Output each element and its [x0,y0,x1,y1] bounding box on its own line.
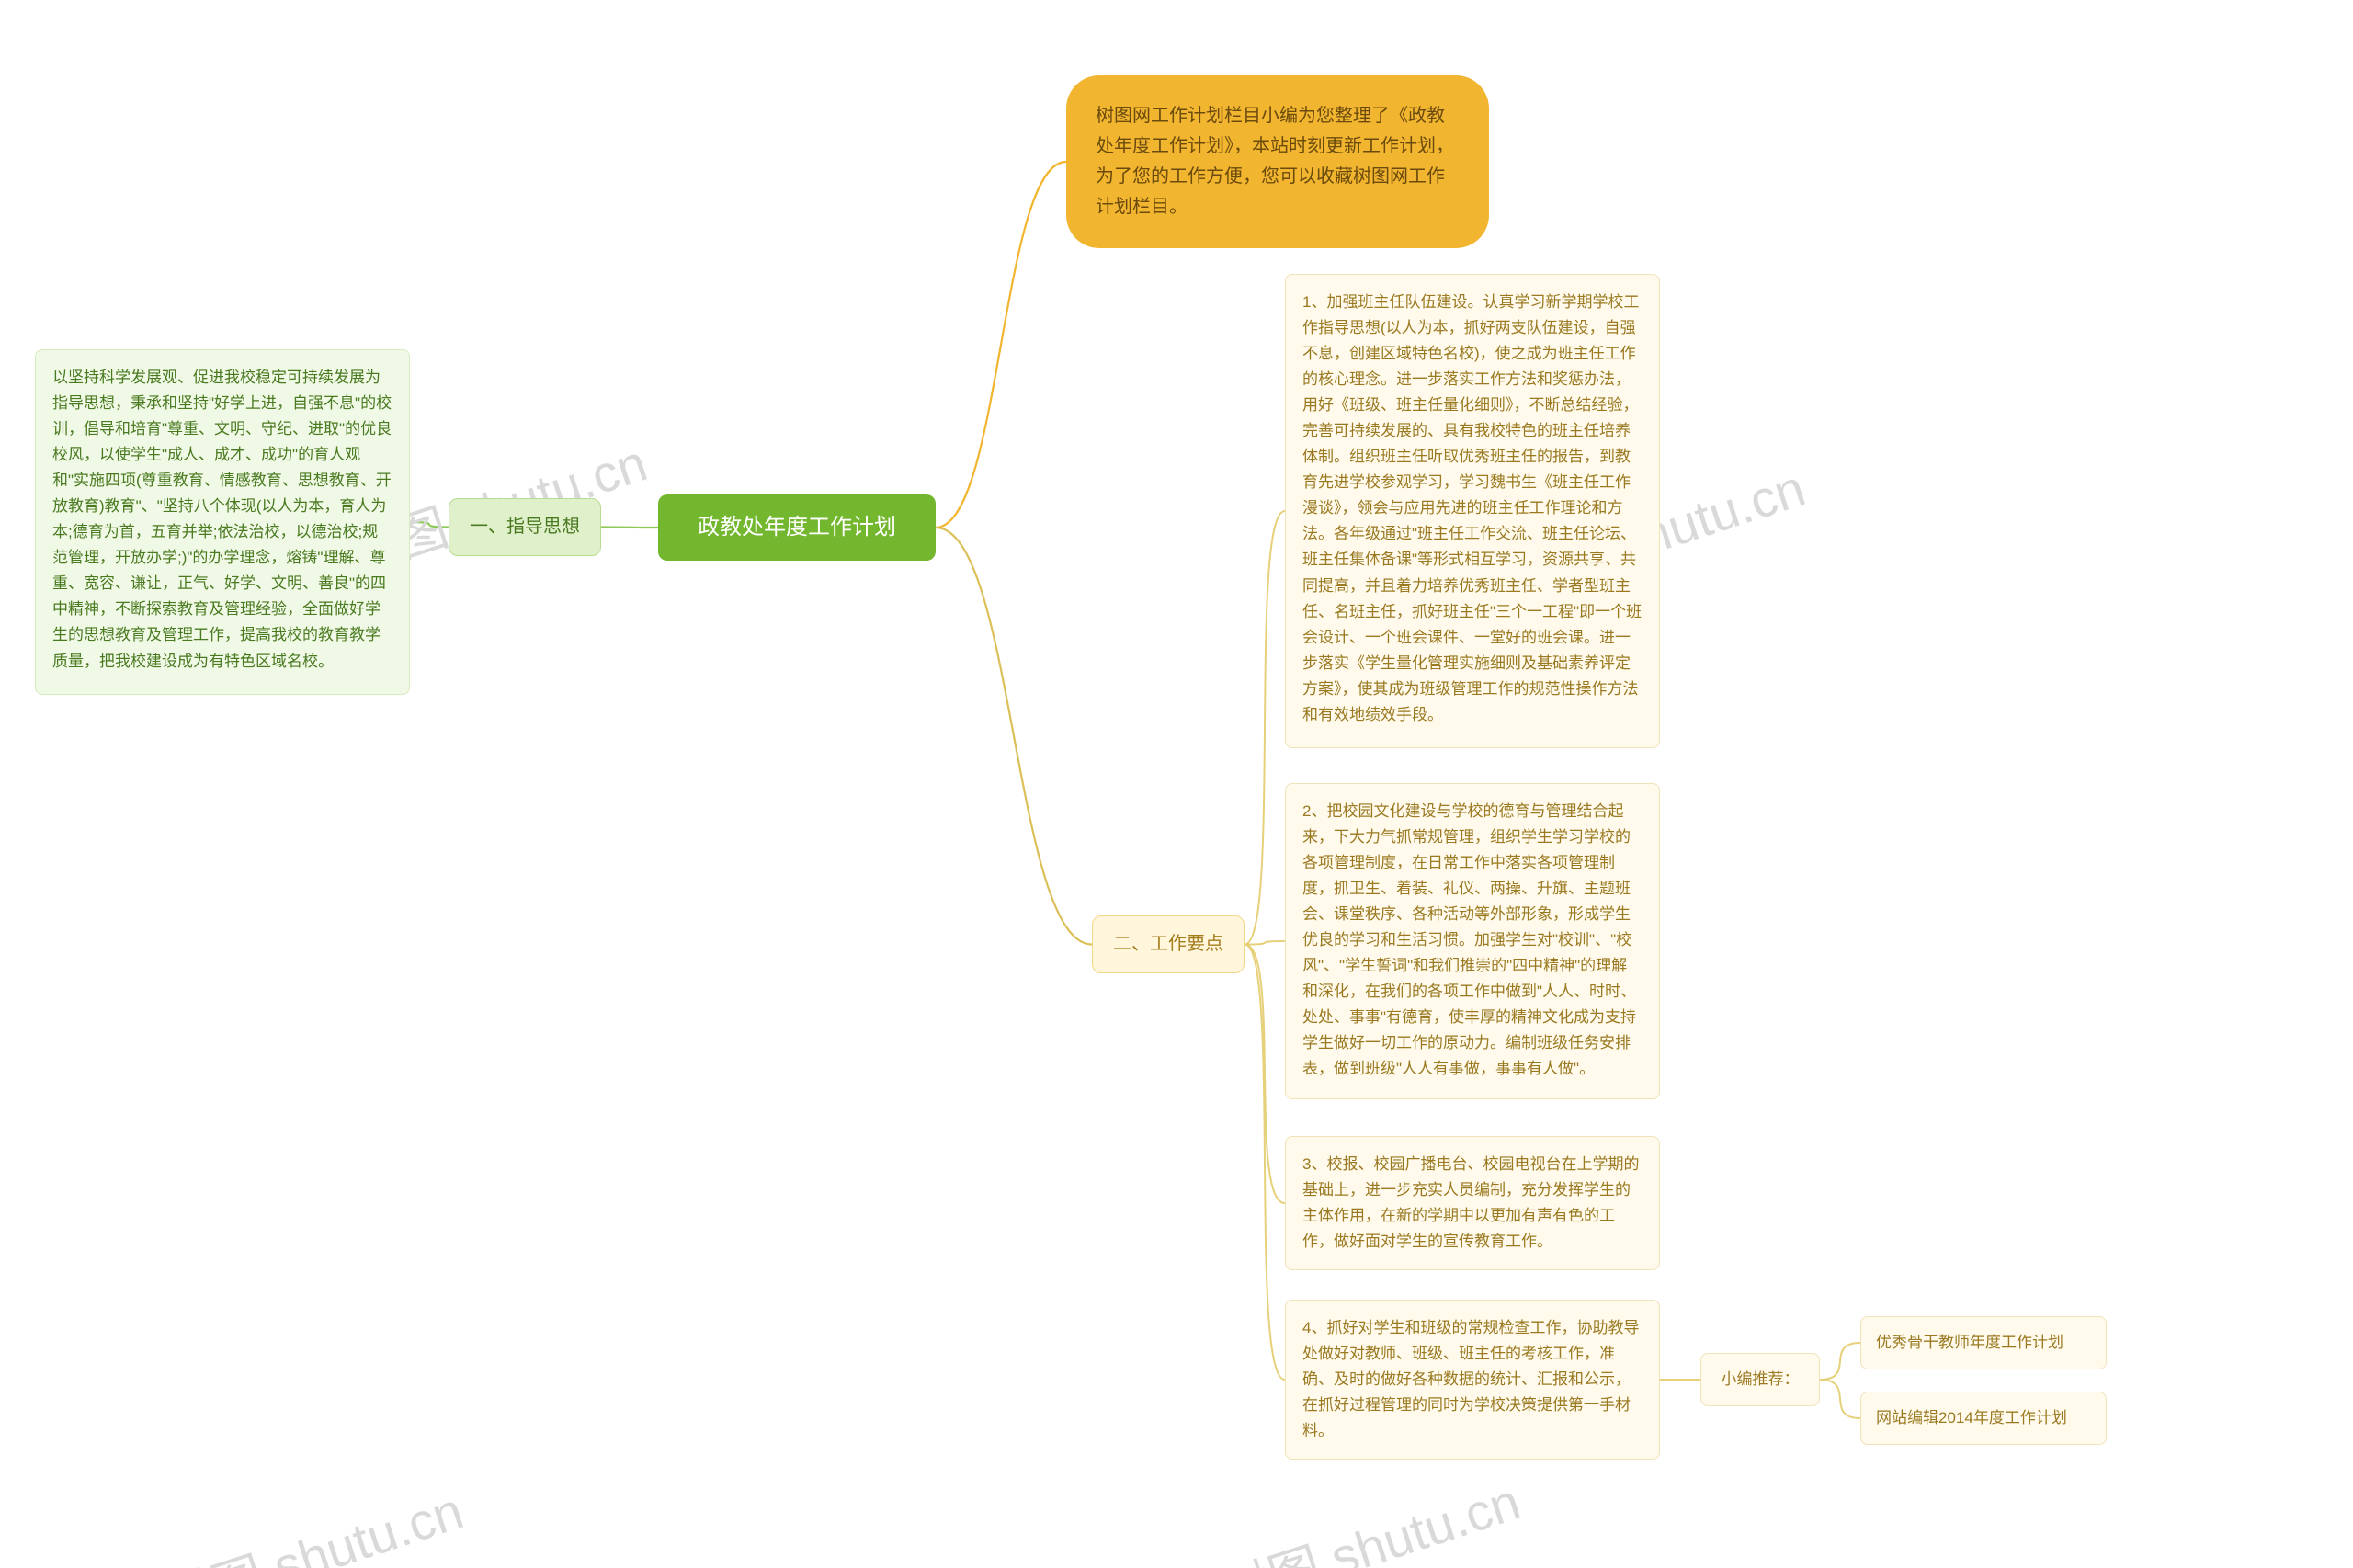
node-reco_1[interactable]: 优秀骨干教师年度工作计划 [1860,1316,2107,1369]
edge-sec2-sec2_4 [1245,945,1285,1381]
edge-sec2-sec2_3 [1245,945,1285,1204]
node-sec2_2[interactable]: 2、把校园文化建设与学校的德育与管理结合起来，下大力气抓常规管理，组织学生学习学… [1285,783,1660,1099]
node-sec2_1[interactable]: 1、加强班主任队伍建设。认真学习新学期学校工作指导思想(以人为本，抓好两支队伍建… [1285,274,1660,748]
node-intro[interactable]: 树图网工作计划栏目小编为您整理了《政教处年度工作计划》，本站时刻更新工作计划，为… [1066,75,1489,248]
edge-reco-reco_1 [1820,1343,1860,1380]
edge-root-sec2 [936,528,1092,945]
mindmap-canvas: 树图 shutu.cn树图 shutu.cnshutu.cn树图 shutu.c… [0,0,2353,1568]
edge-root-intro [936,162,1066,528]
edge-reco-reco_2 [1820,1380,1860,1418]
watermark: 树图 shutu.cn [1209,1460,1529,1568]
edge-sec1-sec1_detail [410,522,449,528]
node-sec1[interactable]: 一、指导思想 [449,498,601,556]
node-reco_2[interactable]: 网站编辑2014年度工作计划 [1860,1392,2107,1445]
watermark: 树图 shutu.cn [152,1470,472,1568]
node-sec2_3[interactable]: 3、校报、校园广播电台、校园电视台在上学期的基础上，进一步充实人员编制，充分发挥… [1285,1136,1660,1270]
edge-sec2-sec2_2 [1245,941,1285,945]
node-sec2[interactable]: 二、工作要点 [1092,915,1245,973]
node-reco[interactable]: 小编推荐： [1700,1353,1820,1406]
node-root[interactable]: 政教处年度工作计划 [658,494,936,561]
node-sec2_4[interactable]: 4、抓好对学生和班级的常规检查工作，协助教导处做好对教师、班级、班主任的考核工作… [1285,1300,1660,1460]
edge-sec2-sec2_1 [1245,511,1285,945]
node-sec1_detail[interactable]: 以坚持科学发展观、促进我校稳定可持续发展为指导思想，秉承和坚持"好学上进，自强不… [35,349,410,695]
